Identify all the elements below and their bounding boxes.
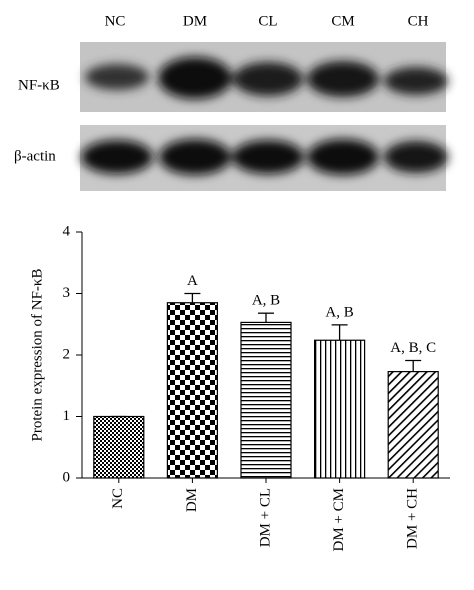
lane-label: CH xyxy=(408,13,429,29)
row-label: β-actin xyxy=(14,148,56,164)
x-tick-label: DM + CH xyxy=(405,488,421,549)
x-tick-label: NC xyxy=(110,488,126,509)
lane-label: CL xyxy=(258,13,277,29)
annotation: A xyxy=(187,273,198,289)
bar xyxy=(387,371,439,479)
y-tick-label: 2 xyxy=(63,346,71,362)
error-bar xyxy=(258,312,274,323)
blot-bands xyxy=(81,57,448,175)
annotation: A, B xyxy=(325,304,353,320)
lane-label: CM xyxy=(331,13,354,29)
y-tick-label: 4 xyxy=(63,223,71,239)
x-tick-label: DM xyxy=(184,488,200,512)
bar xyxy=(93,415,145,479)
error-bar xyxy=(184,292,201,303)
bar xyxy=(314,339,366,479)
lane-label: NC xyxy=(105,13,126,29)
bar xyxy=(166,302,218,479)
row-label: NF-κB xyxy=(18,77,60,93)
x-tick-label: DM + CL xyxy=(257,488,273,547)
lane-label: DM xyxy=(183,13,207,29)
y-tick-label: 0 xyxy=(63,469,71,485)
annotation: A, B, C xyxy=(390,340,436,356)
y-tick-label: 1 xyxy=(63,408,71,424)
x-tick-label: DM + CM xyxy=(331,488,347,551)
error-bar xyxy=(405,359,422,372)
y-tick-label: 3 xyxy=(63,285,71,301)
bar xyxy=(240,321,292,479)
annotation: A, B xyxy=(252,293,280,309)
y-axis-label: Protein expression of NF-κB xyxy=(29,269,45,442)
error-bar xyxy=(331,324,348,341)
blot: NC DM CL CM CH NF-κB β-actin xyxy=(14,13,448,191)
